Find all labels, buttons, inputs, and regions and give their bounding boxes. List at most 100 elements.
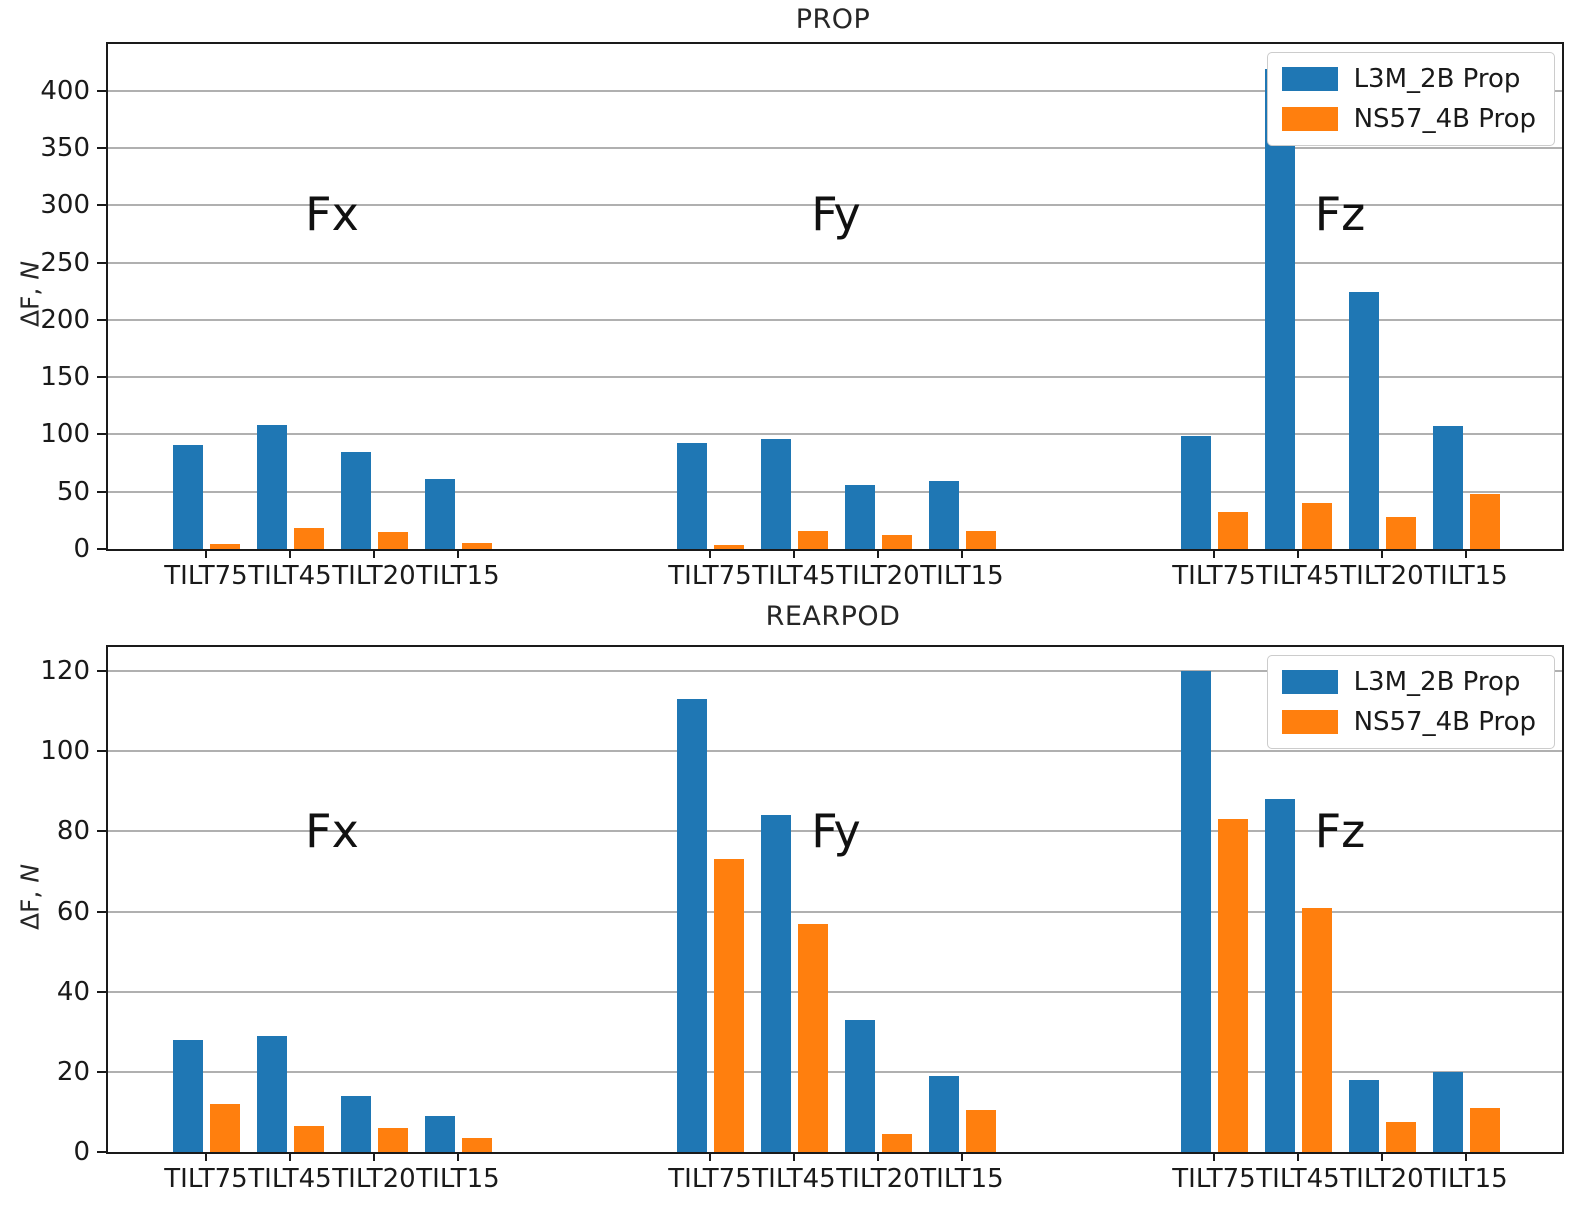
y-tick-mark: [97, 318, 106, 321]
x-tick-mark: [373, 1152, 375, 1161]
x-tick-mark: [961, 549, 963, 558]
y-tick-label: 100: [40, 736, 90, 767]
x-tick-mark: [1465, 1152, 1467, 1161]
y-tick-label: 150: [40, 362, 90, 393]
gridline: [108, 204, 1562, 207]
x-tick-label: TILT15: [416, 1164, 500, 1194]
x-tick-mark: [1213, 549, 1215, 558]
bar: [1469, 1108, 1500, 1152]
l3m-series-label: L3M_2B Prop: [1353, 667, 1521, 697]
x-tick-label: TILT45: [248, 1164, 332, 1194]
x-tick-label: TILT45: [1256, 561, 1340, 591]
y-tick-label: 100: [40, 419, 90, 450]
bar: [172, 445, 203, 549]
gridline: [108, 990, 1562, 993]
y-tick-label: 300: [40, 190, 90, 221]
bar: [377, 532, 408, 549]
gridline: [108, 89, 1562, 92]
legend-item-l3m: L3M_2B Prop: [1281, 667, 1536, 697]
y-tick-mark: [97, 910, 106, 913]
x-tick-mark: [1465, 549, 1467, 558]
x-tick-mark: [1297, 549, 1299, 558]
x-tick-label: TILT45: [752, 1164, 836, 1194]
bar: [461, 1138, 492, 1152]
x-tick-mark: [1213, 1152, 1215, 1161]
bar: [797, 924, 828, 1152]
y-tick-mark: [97, 433, 106, 436]
gridline: [108, 147, 1562, 150]
bar: [461, 543, 492, 549]
gridline: [108, 830, 1562, 833]
gridline: [108, 490, 1562, 493]
group-label: Fy: [811, 804, 861, 858]
x-tick-label: TILT20: [1340, 1164, 1424, 1194]
bar: [797, 531, 828, 549]
y-tick-label: 350: [40, 133, 90, 164]
x-tick-label: TILT45: [752, 561, 836, 591]
bar: [1180, 436, 1211, 549]
y-tick-label: 50: [56, 476, 90, 507]
y-tick-mark: [97, 670, 106, 673]
bar: [713, 545, 744, 549]
bar: [928, 1076, 959, 1152]
gridline: [108, 433, 1562, 436]
x-tick-label: TILT20: [332, 1164, 416, 1194]
bar: [377, 1128, 408, 1152]
ns57-series-label: NS57_4B Prop: [1353, 104, 1536, 134]
x-tick-label: TILT45: [1256, 1164, 1340, 1194]
bar: [209, 544, 240, 549]
bar: [881, 535, 912, 549]
bar: [760, 439, 791, 549]
bar: [676, 699, 707, 1152]
x-tick-mark: [289, 549, 291, 558]
bar: [1432, 1072, 1463, 1152]
x-tick-label: TILT75: [1172, 561, 1256, 591]
x-tick-label: TILT75: [668, 1164, 752, 1194]
bar: [1432, 426, 1463, 549]
group-label: Fy: [811, 187, 861, 241]
x-tick-label: TILT20: [836, 561, 920, 591]
x-tick-label: TILT75: [164, 561, 248, 591]
y-tick-label: 400: [40, 75, 90, 106]
y-tick-label: 200: [40, 304, 90, 335]
rearpod-y-axis-label-unit: N: [15, 863, 45, 883]
legend-item-ns57: NS57_4B Prop: [1281, 707, 1536, 737]
legend-item-l3m: L3M_2B Prop: [1281, 64, 1536, 94]
y-tick-mark: [97, 376, 106, 379]
bar: [965, 531, 996, 549]
gridline: [108, 1070, 1562, 1073]
bar: [1348, 292, 1379, 549]
y-tick-label: 80: [56, 816, 90, 847]
x-tick-label: TILT15: [1424, 561, 1508, 591]
y-tick-mark: [97, 89, 106, 92]
x-tick-mark: [793, 1152, 795, 1161]
bar: [881, 1134, 912, 1152]
bar: [760, 815, 791, 1152]
x-tick-mark: [457, 549, 459, 558]
bar: [844, 485, 875, 549]
bar: [1469, 494, 1500, 549]
y-tick-label: 40: [56, 976, 90, 1007]
group-label: Fz: [1314, 187, 1366, 241]
x-tick-label: TILT75: [1172, 1164, 1256, 1194]
x-tick-mark: [457, 1152, 459, 1161]
l3m-series-swatch: [1281, 67, 1338, 91]
bar: [256, 1036, 287, 1152]
x-tick-mark: [793, 549, 795, 558]
y-tick-mark: [97, 750, 106, 753]
x-tick-label: TILT45: [248, 561, 332, 591]
y-tick-label: 60: [56, 896, 90, 927]
x-tick-mark: [1381, 1152, 1383, 1161]
x-tick-mark: [289, 1152, 291, 1161]
prop-plot-area: L3M_2B Prop NS57_4B Prop 0 50 100 150 200 250…: [40, 42, 1564, 591]
x-tick-label: TILT20: [332, 561, 416, 591]
x-tick-label: TILT15: [416, 561, 500, 591]
group-label: Fx: [305, 804, 359, 858]
y-tick-mark: [97, 990, 106, 993]
x-tick-mark: [205, 1152, 207, 1161]
bar: [1180, 671, 1211, 1152]
y-tick-label: 250: [40, 247, 90, 278]
y-tick-mark: [97, 830, 106, 833]
bar: [1301, 908, 1332, 1152]
